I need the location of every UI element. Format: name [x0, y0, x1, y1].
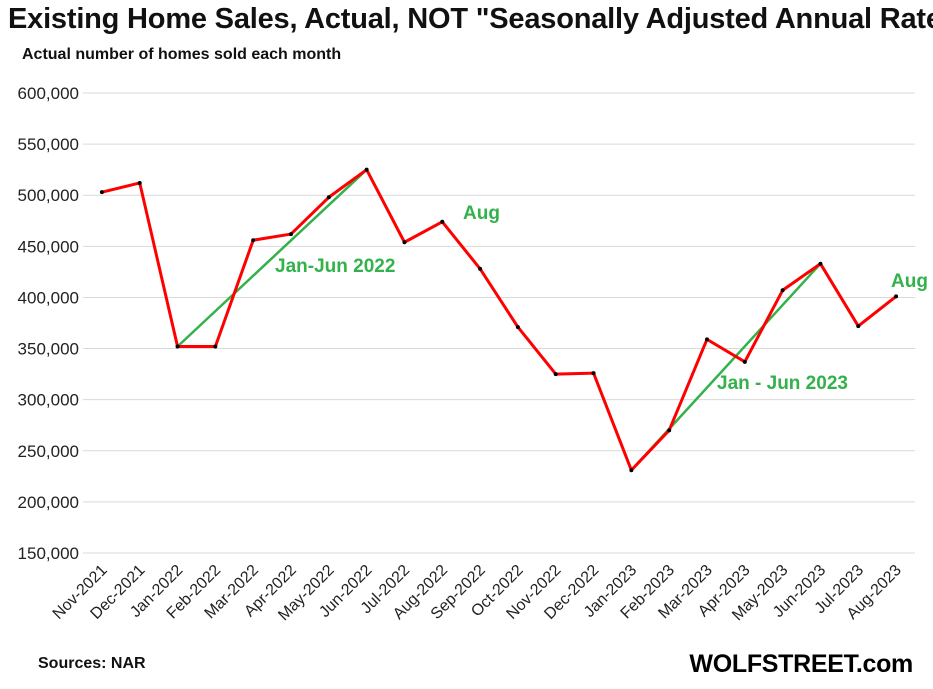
source-note: Sources: NAR	[38, 655, 146, 672]
y-axis-tick-labels: 600,000 550,000 500,000 450,000 400,000 350,0…	[18, 84, 79, 563]
data-point	[629, 468, 634, 473]
data-point	[515, 325, 520, 330]
data-point	[251, 238, 256, 243]
y-tick-label: 550,000	[18, 135, 79, 154]
trendline	[176, 168, 368, 348]
data-point	[478, 266, 483, 271]
data-markers	[99, 167, 899, 473]
annotation-aug-2022: Aug	[463, 203, 500, 224]
data-point	[667, 428, 672, 433]
chart-subtitle: Actual number of homes sold each month	[22, 46, 342, 63]
data-point	[705, 337, 709, 342]
y-tick-label: 250,000	[18, 442, 79, 461]
y-tick-label: 350,000	[18, 340, 79, 359]
data-point	[894, 294, 899, 299]
data-point	[175, 344, 180, 349]
data-point	[289, 232, 293, 237]
y-tick-label: 150,000	[18, 544, 79, 563]
y-tick-label: 400,000	[18, 288, 79, 307]
data-point	[402, 240, 407, 245]
data-point	[137, 180, 142, 185]
gridlines	[83, 92, 915, 554]
annotations: Aug Aug Jan-Jun 2022 Jan - Jun 2023	[275, 203, 928, 394]
data-point	[326, 195, 331, 200]
data-point	[99, 190, 104, 195]
data-point	[856, 324, 861, 329]
data-point	[591, 371, 596, 376]
y-tick-label: 500,000	[18, 186, 79, 205]
y-tick-label: 300,000	[18, 391, 79, 410]
brand-logo-text: WOLFSTREET.com	[689, 650, 913, 678]
series-line-layer	[101, 168, 898, 472]
y-tick-label: 600,000	[18, 84, 79, 103]
data-point	[742, 359, 747, 364]
y-tick-label: 450,000	[18, 237, 79, 256]
x-axis-tick-labels: Nov-2021Dec-2021Jan-2022Feb-2022Mar-2022…	[50, 562, 905, 624]
annotation-aug-2023: Aug	[891, 271, 928, 292]
annotation-jan-jun-2022: Jan-Jun 2022	[275, 256, 395, 277]
data-point	[780, 288, 785, 293]
data-point	[553, 372, 558, 377]
data-point	[364, 167, 369, 172]
y-tick-label: 200,000	[18, 493, 79, 512]
data-point	[213, 344, 218, 349]
data-point	[440, 219, 445, 224]
data-point	[818, 261, 823, 266]
annotation-jan-jun-2023: Jan - Jun 2023	[717, 373, 848, 394]
series-line	[101, 168, 898, 472]
chart-title: Existing Home Sales, Actual, NOT "Season…	[8, 3, 933, 35]
